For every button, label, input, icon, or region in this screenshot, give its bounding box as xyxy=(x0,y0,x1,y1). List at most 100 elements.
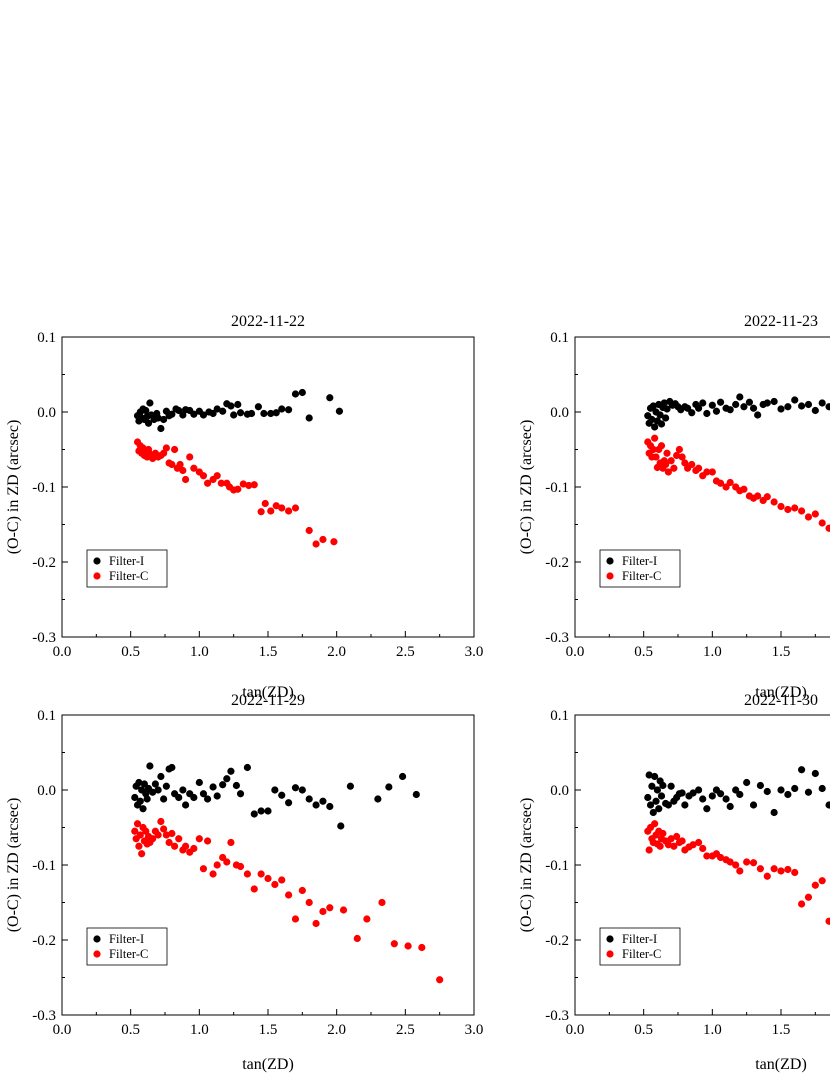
data-point xyxy=(157,817,165,826)
x-tick-label: 0.5 xyxy=(634,644,653,660)
data-point xyxy=(699,844,707,853)
data-point xyxy=(171,445,179,454)
data-point xyxy=(651,772,659,781)
data-point xyxy=(811,406,819,415)
data-point xyxy=(804,400,813,409)
data-point xyxy=(708,401,716,409)
data-point xyxy=(143,795,151,803)
x-tick-label: 3.0 xyxy=(465,644,484,660)
x-tick-label: 2.0 xyxy=(327,644,346,660)
data-point xyxy=(236,862,245,871)
data-point xyxy=(726,478,734,487)
data-point xyxy=(798,402,806,410)
y-tick-label: -0.3 xyxy=(32,630,56,646)
data-point xyxy=(264,874,272,883)
data-point xyxy=(195,778,203,787)
x-axis-label: tan(ZD) xyxy=(755,684,807,701)
data-point xyxy=(278,876,286,884)
data-point xyxy=(791,868,799,877)
data-point xyxy=(285,799,293,807)
data-point xyxy=(326,904,334,912)
data-point xyxy=(182,475,190,484)
data-point xyxy=(770,498,778,506)
data-point xyxy=(664,468,672,476)
series-Filter-I xyxy=(133,388,344,433)
data-point xyxy=(798,900,806,908)
data-point xyxy=(271,786,279,794)
data-point xyxy=(732,861,740,869)
x-tick-label: 1.5 xyxy=(772,644,791,660)
data-point xyxy=(784,403,792,411)
y-axis-label: (O-C) in ZD (arcsec) xyxy=(518,420,535,555)
data-point xyxy=(749,404,758,412)
legend-marker xyxy=(93,557,101,565)
data-point xyxy=(659,781,667,790)
legend-label: Filter-I xyxy=(109,554,144,568)
data-point xyxy=(298,886,306,895)
data-point xyxy=(689,789,697,797)
data-point xyxy=(648,415,656,424)
data-point xyxy=(219,781,227,789)
data-point xyxy=(326,394,334,402)
data-point xyxy=(688,409,696,417)
data-point xyxy=(305,526,313,535)
y-tick-label: 0.0 xyxy=(37,783,56,799)
data-point xyxy=(708,468,716,476)
data-point xyxy=(716,398,725,406)
data-point xyxy=(655,805,663,813)
data-point xyxy=(662,460,670,469)
legend-marker xyxy=(93,950,101,958)
data-point xyxy=(227,767,235,775)
data-point xyxy=(657,792,666,800)
data-point xyxy=(175,835,183,843)
data-point xyxy=(804,513,813,521)
data-point xyxy=(298,388,306,397)
legend-label: Filter-I xyxy=(109,932,144,946)
data-point xyxy=(243,870,251,878)
data-point xyxy=(182,801,190,809)
x-tick-label: 0.0 xyxy=(53,644,72,660)
data-point xyxy=(135,842,143,850)
data-point xyxy=(131,793,139,802)
series-Filter-C xyxy=(133,438,338,548)
data-point xyxy=(716,790,725,798)
data-point xyxy=(312,801,320,809)
y-axis-label: (O-C) in ZD (arcsec) xyxy=(518,798,535,933)
y-tick-label: -0.1 xyxy=(32,858,56,874)
series-Filter-C xyxy=(131,817,444,984)
y-tick-label: 0.0 xyxy=(550,405,569,421)
y-tick-label: -0.1 xyxy=(32,480,56,496)
data-point xyxy=(699,399,707,407)
data-point xyxy=(190,844,198,853)
y-tick-label: 0.0 xyxy=(550,783,569,799)
data-point xyxy=(179,466,187,475)
data-point xyxy=(703,805,711,813)
data-point xyxy=(712,407,721,415)
data-point xyxy=(649,808,657,817)
x-tick-label: 0.0 xyxy=(53,1022,72,1038)
data-point xyxy=(223,858,231,866)
y-tick-label: 0.1 xyxy=(37,330,56,346)
data-point xyxy=(645,771,653,779)
data-point xyxy=(160,415,168,424)
data-point xyxy=(678,837,686,845)
data-point xyxy=(398,772,407,781)
data-point xyxy=(330,538,338,546)
x-tick-label: 1.0 xyxy=(190,1022,209,1038)
data-point xyxy=(160,825,168,833)
data-point xyxy=(663,449,671,457)
data-point xyxy=(291,390,300,398)
data-point xyxy=(749,859,758,867)
data-point xyxy=(346,782,354,790)
data-point xyxy=(162,782,170,790)
data-point xyxy=(335,407,344,415)
data-point xyxy=(203,837,212,845)
data-point xyxy=(168,460,176,469)
data-point xyxy=(168,763,176,772)
data-point xyxy=(699,795,707,803)
data-point xyxy=(791,784,799,793)
y-tick-label: -0.3 xyxy=(545,1008,569,1024)
series-Filter-I xyxy=(131,762,420,830)
